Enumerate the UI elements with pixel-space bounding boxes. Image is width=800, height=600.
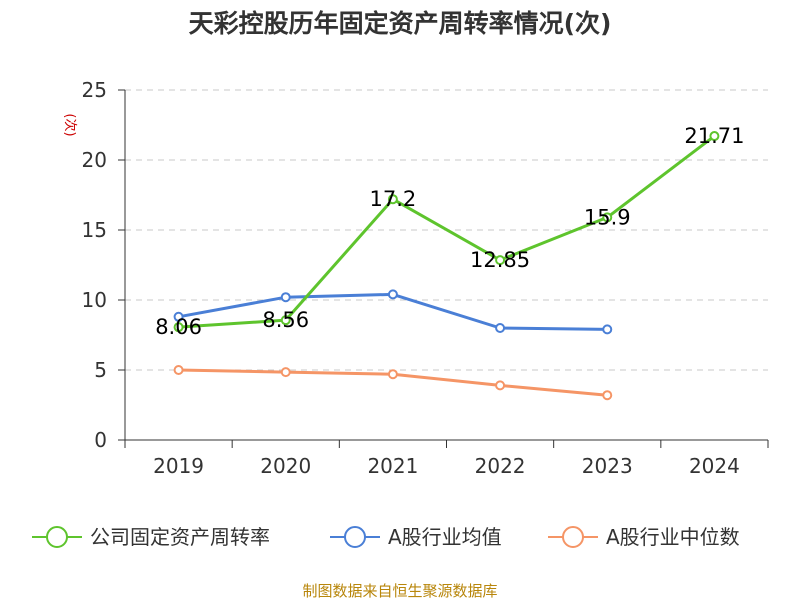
legend-item[interactable]: A股行业均值: [330, 525, 502, 549]
data-label: 8.06: [155, 315, 202, 339]
legend-label: A股行业中位数: [606, 525, 740, 549]
data-label: 21.71: [684, 124, 744, 148]
y-tick-label: 20: [82, 148, 107, 172]
series-layer: [173, 131, 720, 401]
axes: 0 5 10 15 20 25 2019 2020 2021 2022 2023 2024: [82, 78, 769, 478]
data-point: [173, 365, 184, 375]
data-point: [280, 367, 291, 378]
data-point: [709, 131, 720, 142]
source-note: 制图数据来自恒生聚源数据库: [302, 582, 497, 600]
x-tick-label: 2020: [260, 454, 311, 478]
data-point: [387, 194, 398, 205]
x-tick-label: 2023: [582, 454, 633, 478]
y-tick-label: 0: [94, 428, 107, 452]
y-tick-label: 15: [82, 218, 107, 242]
data-point: [602, 212, 613, 223]
y-tick-label: 25: [82, 78, 107, 102]
data-point: [602, 324, 613, 335]
x-tick-label: 2024: [689, 454, 740, 478]
chart-title: 天彩控股历年固定资产周转率情况(次): [189, 9, 612, 38]
x-tick-label: 2021: [367, 454, 418, 478]
data-point: [387, 369, 398, 380]
data-labels: 8.06 8.56 17.2 12.85 15.9 21.71: [155, 124, 744, 339]
y-axis-label: (次): [62, 113, 78, 136]
data-point: [602, 390, 613, 401]
data-point: [280, 315, 291, 326]
y-tick-label: 5: [94, 358, 107, 382]
data-label: 17.2: [370, 187, 417, 211]
data-point: [495, 323, 506, 333]
data-point: [280, 292, 291, 303]
data-point: [387, 289, 398, 300]
legend-item[interactable]: 公司固定资产周转率: [32, 525, 270, 549]
x-tick-label: 2019: [153, 454, 204, 478]
data-label: 12.85: [470, 248, 530, 272]
legend: 公司固定资产周转率 A股行业均值 A股行业中位数: [32, 525, 740, 549]
data-label: 8.56: [262, 308, 309, 332]
data-point: [173, 322, 184, 333]
x-tick-label: 2022: [475, 454, 526, 478]
data-point: [495, 380, 506, 391]
legend-label: A股行业均值: [388, 525, 502, 549]
legend-marker: [46, 526, 68, 548]
legend-item[interactable]: A股行业中位数: [548, 525, 740, 549]
data-label: 15.9: [584, 205, 631, 229]
legend-marker: [562, 526, 584, 548]
data-point: [495, 255, 506, 266]
series-line: [178, 134, 716, 329]
legend-marker: [344, 526, 366, 548]
y-tick-label: 10: [82, 288, 107, 312]
legend-label: 公司固定资产周转率: [90, 525, 270, 549]
data-point: [173, 311, 184, 322]
